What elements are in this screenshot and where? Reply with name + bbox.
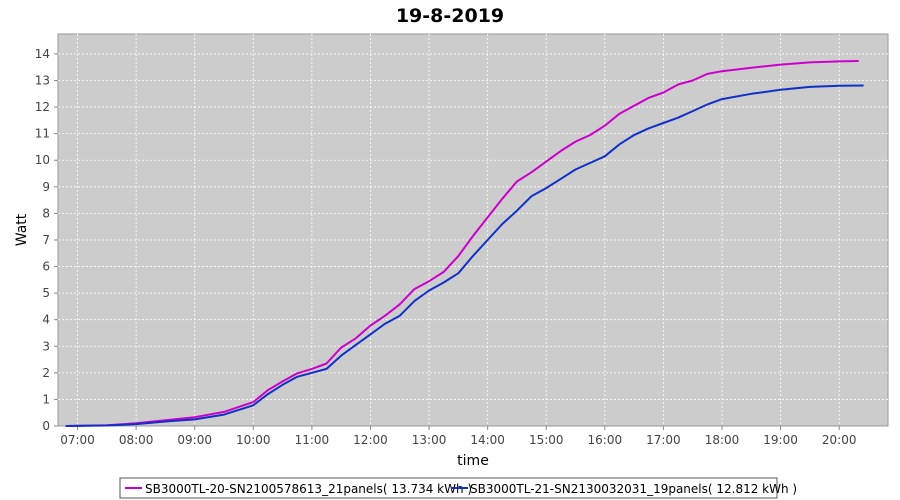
- y-tick-label: 9: [42, 180, 50, 194]
- x-tick-label: 20:00: [822, 433, 857, 447]
- series-line-2: [65, 84, 864, 427]
- y-tick-label: 13: [35, 74, 50, 88]
- y-tick-label: 12: [35, 100, 50, 114]
- x-axis-label: time: [457, 453, 489, 469]
- y-tick-label: 5: [42, 286, 50, 300]
- y-tick-label: 1: [42, 392, 50, 406]
- y-axis-label: Watt: [14, 213, 30, 246]
- x-tick-label: 16:00: [588, 433, 623, 447]
- x-tick-label: 17:00: [646, 433, 681, 447]
- x-axis-ticks: 07:00 08:00 09:00 10:00 11:00 12:00 13:00 14:00…: [60, 426, 856, 447]
- y-tick-label: 2: [42, 366, 50, 380]
- legend: SB3000TL-20-SN2100578613_21panels( 13.73…: [119, 477, 797, 499]
- y-tick-label: 14: [35, 47, 50, 61]
- x-tick-label: 11:00: [295, 433, 330, 447]
- y-tick-label: 11: [35, 127, 50, 141]
- chart-title: 19-8-2019: [396, 5, 504, 27]
- series-lines: [65, 60, 864, 427]
- y-tick-label: 7: [42, 233, 50, 247]
- series-line-1: [65, 60, 859, 427]
- y-tick-label: 4: [42, 313, 50, 327]
- x-tick-label: 18:00: [705, 433, 740, 447]
- x-tick-label: 08:00: [119, 433, 154, 447]
- y-tick-label: 3: [42, 339, 50, 353]
- x-tick-label: 13:00: [412, 433, 447, 447]
- legend-label-1: SB3000TL-20-SN2100578613_21panels( 13.73…: [145, 482, 472, 496]
- legend-label-2: SB3000TL-21-SN2130032031_19panels( 12.81…: [470, 482, 797, 496]
- y-tick-label: 0: [42, 419, 50, 433]
- legend-box: [119, 477, 778, 499]
- x-tick-label: 10:00: [236, 433, 271, 447]
- x-tick-label: 14:00: [470, 433, 505, 447]
- x-tick-label: 19:00: [763, 433, 798, 447]
- x-tick-label: 12:00: [353, 433, 388, 447]
- x-tick-label: 09:00: [177, 433, 212, 447]
- y-tick-label: 6: [42, 260, 50, 274]
- y-tick-label: 8: [42, 206, 50, 220]
- x-tick-label: 15:00: [529, 433, 564, 447]
- y-tick-label: 10: [35, 153, 50, 167]
- gridlines: [58, 34, 888, 426]
- x-tick-label: 07:00: [60, 433, 95, 447]
- plot-area: [57, 33, 889, 427]
